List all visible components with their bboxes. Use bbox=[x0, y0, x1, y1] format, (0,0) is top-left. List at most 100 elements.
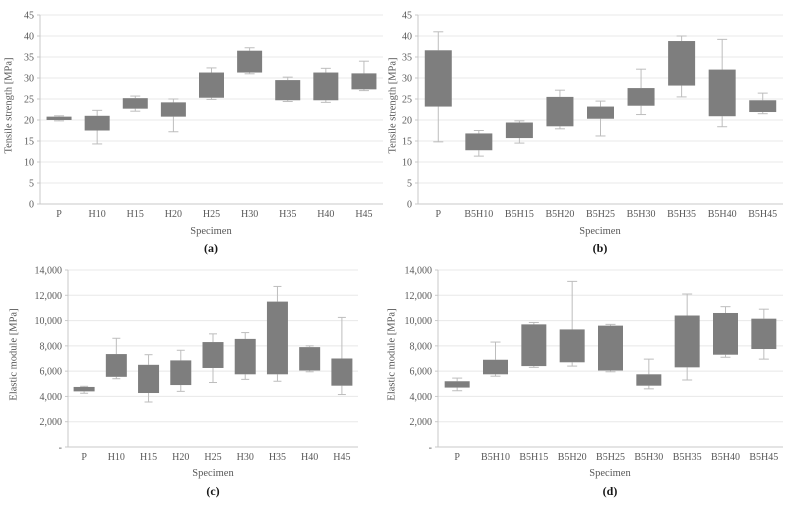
x-category-label: B5H25 bbox=[586, 209, 615, 220]
box-B5H30 bbox=[627, 88, 655, 106]
x-category-label: P bbox=[454, 452, 460, 463]
box-H45 bbox=[351, 73, 377, 90]
y-tick-label: 0 bbox=[29, 200, 34, 211]
y-tick-label: 35 bbox=[24, 53, 34, 64]
x-category-label: H25 bbox=[203, 209, 220, 220]
y-tick-label: 30 bbox=[24, 74, 34, 85]
box-B5H20 bbox=[559, 329, 585, 363]
y-tick-label: 4,000 bbox=[40, 392, 63, 403]
x-category-label: H15 bbox=[127, 209, 144, 220]
x-category-label: B5H20 bbox=[558, 452, 587, 463]
x-category-label: P bbox=[81, 452, 87, 463]
box-B5H40 bbox=[713, 312, 738, 355]
x-category-label: H40 bbox=[301, 452, 318, 463]
chart-b-y-axis-label: Tensile strength [MPa] bbox=[387, 57, 399, 154]
chart-c-canvas: - 2,000 4,000 6,000 8,000 10,000 12,000 14,000 P… bbox=[35, 266, 358, 463]
box-B5H35 bbox=[674, 315, 700, 368]
box-H25 bbox=[202, 342, 224, 368]
y-tick-label: 10 bbox=[24, 158, 34, 169]
y-tick-label: 45 bbox=[24, 11, 34, 22]
x-category-label: B5H15 bbox=[505, 209, 534, 220]
box-H20 bbox=[170, 360, 192, 386]
box-H15 bbox=[138, 364, 160, 394]
box-H20 bbox=[160, 102, 186, 117]
x-category-label: B5H45 bbox=[749, 452, 778, 463]
chart-b-caption: (b) bbox=[592, 241, 608, 255]
y-tick-label: 5 bbox=[407, 179, 412, 190]
y-tick-label: 40 bbox=[402, 32, 412, 43]
x-category-label: B5H30 bbox=[627, 209, 656, 220]
box-H15 bbox=[122, 98, 148, 109]
box-B5H10 bbox=[465, 133, 493, 151]
box-H25 bbox=[199, 72, 224, 98]
y-tick-label: 10,000 bbox=[405, 316, 433, 327]
y-tick-label: 25 bbox=[24, 95, 34, 106]
y-tick-label: 40 bbox=[24, 32, 34, 43]
y-tick-label: 20 bbox=[402, 116, 412, 127]
x-category-label: B5H15 bbox=[519, 452, 548, 463]
y-tick-label: 15 bbox=[24, 137, 34, 148]
x-category-label: B5H20 bbox=[545, 209, 574, 220]
y-tick-label: 8,000 bbox=[410, 341, 433, 352]
y-tick-label: 20 bbox=[24, 116, 34, 127]
x-category-label: H25 bbox=[204, 452, 221, 463]
y-tick-label: - bbox=[59, 443, 62, 454]
box-P bbox=[73, 386, 95, 392]
x-category-label: B5H40 bbox=[708, 209, 737, 220]
chart-a-caption: (a) bbox=[204, 241, 218, 255]
box-H30 bbox=[237, 50, 263, 73]
box-H30 bbox=[234, 338, 256, 375]
y-tick-label: 2,000 bbox=[410, 417, 433, 428]
y-tick-label: 6,000 bbox=[40, 367, 63, 378]
box-H35 bbox=[275, 80, 301, 101]
x-category-label: H20 bbox=[172, 452, 189, 463]
y-tick-label: 15 bbox=[402, 137, 412, 148]
chart-c-y-axis-label: Elastic module [MPa] bbox=[8, 308, 20, 401]
x-category-label: H15 bbox=[140, 452, 157, 463]
y-tick-label: 5 bbox=[29, 179, 34, 190]
box-B5H35 bbox=[668, 41, 696, 86]
y-tick-label: - bbox=[429, 443, 432, 454]
chart-b-canvas: 0 5 10 15 20 25 30 35 40 45 P B5H10 B5H15 B5H20 B5H25 B… bbox=[402, 11, 783, 220]
x-category-label: B5H25 bbox=[596, 452, 625, 463]
y-tick-label: 4,000 bbox=[410, 392, 433, 403]
box-B5H45 bbox=[751, 318, 777, 350]
x-category-label: H45 bbox=[333, 452, 350, 463]
chart-a-canvas: 0 5 10 15 20 25 30 35 40 45 P H10 H15 H20 H25 H30 H35 H40… bbox=[24, 11, 383, 220]
box-P bbox=[424, 50, 452, 107]
y-tick-label: 12,000 bbox=[405, 291, 433, 302]
y-tick-label: 14,000 bbox=[35, 266, 63, 277]
x-category-label: H40 bbox=[317, 209, 334, 220]
x-category-label: H10 bbox=[89, 209, 106, 220]
chart-b-x-axis-label: Specimen bbox=[579, 226, 621, 237]
box-B5H25 bbox=[587, 106, 614, 119]
x-category-label: H20 bbox=[165, 209, 182, 220]
x-category-label: B5H30 bbox=[634, 452, 663, 463]
box-B5H20 bbox=[546, 96, 574, 127]
box-B5H40 bbox=[708, 69, 736, 117]
box-H40 bbox=[299, 347, 321, 371]
chart-a-x-axis-label: Specimen bbox=[190, 226, 232, 237]
x-category-label: B5H40 bbox=[711, 452, 740, 463]
y-tick-label: 45 bbox=[402, 11, 412, 22]
x-category-label: B5H35 bbox=[673, 452, 702, 463]
chart-c-x-axis-label: Specimen bbox=[192, 468, 234, 479]
y-tick-label: 25 bbox=[402, 95, 412, 106]
box-B5H30 bbox=[636, 374, 662, 386]
x-category-label: B5H45 bbox=[748, 209, 777, 220]
x-category-label: H45 bbox=[355, 209, 372, 220]
x-category-label: P bbox=[56, 209, 62, 220]
chart-d-canvas: - 2,000 4,000 6,000 8,000 10,000 12,000 14,000 P… bbox=[405, 266, 783, 463]
box-P bbox=[46, 116, 72, 120]
y-tick-label: 10 bbox=[402, 158, 412, 169]
x-category-label: H35 bbox=[269, 452, 286, 463]
x-category-label: H35 bbox=[279, 209, 296, 220]
chart-d-caption: (d) bbox=[602, 484, 618, 498]
box-H10 bbox=[84, 115, 110, 131]
box-H40 bbox=[313, 72, 339, 101]
box-B5H15 bbox=[521, 324, 547, 367]
box-B5H25 bbox=[598, 325, 623, 371]
box-B5H45 bbox=[749, 100, 777, 113]
box-H45 bbox=[331, 358, 353, 386]
